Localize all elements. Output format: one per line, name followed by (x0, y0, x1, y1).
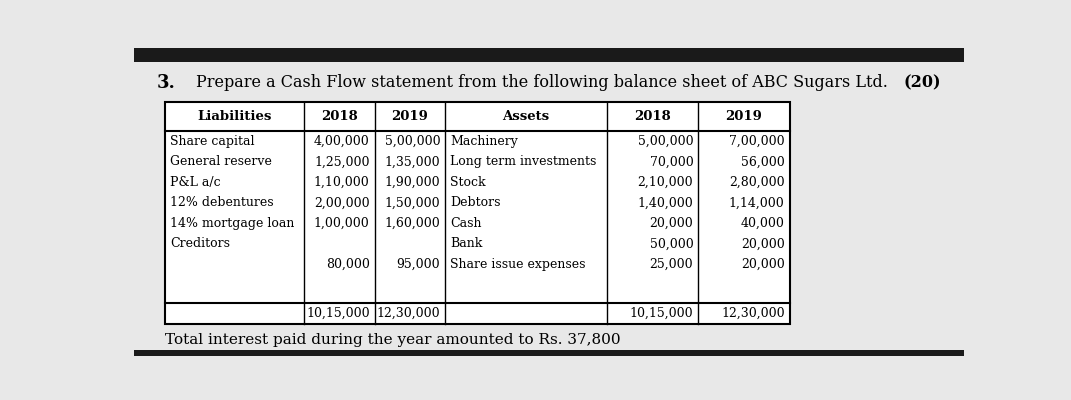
Text: 14% mortgage loan: 14% mortgage loan (170, 217, 295, 230)
Text: 70,000: 70,000 (650, 155, 693, 168)
Text: 10,15,000: 10,15,000 (630, 307, 693, 320)
Text: Cash: Cash (450, 217, 482, 230)
Text: 12,30,000: 12,30,000 (377, 307, 440, 320)
Text: 25,000: 25,000 (650, 258, 693, 271)
Bar (134, 350, 964, 356)
Text: 2,00,000: 2,00,000 (314, 196, 369, 209)
Text: 2,80,000: 2,80,000 (729, 176, 785, 189)
Text: 2018: 2018 (634, 110, 672, 123)
Text: Machinery: Machinery (450, 135, 518, 148)
Text: 56,000: 56,000 (741, 155, 785, 168)
Text: Prepare a Cash Flow statement from the following balance sheet of ABC Sugars Ltd: Prepare a Cash Flow statement from the f… (196, 74, 888, 91)
Text: 12% debentures: 12% debentures (170, 196, 274, 209)
Text: 20,000: 20,000 (650, 217, 693, 230)
Text: 2,10,000: 2,10,000 (637, 176, 693, 189)
Text: (20): (20) (903, 74, 940, 91)
Text: Total interest paid during the year amounted to Rs. 37,800: Total interest paid during the year amou… (165, 333, 621, 347)
Text: Share capital: Share capital (170, 135, 255, 148)
Text: 2019: 2019 (725, 110, 763, 123)
Text: 7,00,000: 7,00,000 (729, 135, 785, 148)
Text: General reserve: General reserve (170, 155, 272, 168)
Text: 1,14,000: 1,14,000 (729, 196, 785, 209)
Text: Long term investments: Long term investments (450, 155, 597, 168)
Text: 10,15,000: 10,15,000 (306, 307, 369, 320)
Text: 1,25,000: 1,25,000 (314, 155, 369, 168)
Text: Stock: Stock (450, 176, 486, 189)
Text: 1,90,000: 1,90,000 (384, 176, 440, 189)
Text: Assets: Assets (502, 110, 549, 123)
Text: 1,10,000: 1,10,000 (314, 176, 369, 189)
Text: Share issue expenses: Share issue expenses (450, 258, 586, 271)
Text: Bank: Bank (450, 237, 483, 250)
Text: 1,40,000: 1,40,000 (637, 196, 693, 209)
Text: 3.: 3. (157, 74, 176, 92)
Text: 2018: 2018 (321, 110, 358, 123)
Bar (134, 48, 964, 62)
Text: Debtors: Debtors (450, 196, 500, 209)
Text: Liabilities: Liabilities (197, 110, 272, 123)
Text: 2019: 2019 (391, 110, 428, 123)
Text: 40,000: 40,000 (741, 217, 785, 230)
Text: 5,00,000: 5,00,000 (384, 135, 440, 148)
Text: 1,35,000: 1,35,000 (384, 155, 440, 168)
Text: 20,000: 20,000 (741, 237, 785, 250)
Text: 80,000: 80,000 (326, 258, 369, 271)
Text: 12,30,000: 12,30,000 (721, 307, 785, 320)
Text: 1,60,000: 1,60,000 (384, 217, 440, 230)
Text: 50,000: 50,000 (650, 237, 693, 250)
Text: 20,000: 20,000 (741, 258, 785, 271)
Text: 4,00,000: 4,00,000 (314, 135, 369, 148)
Text: 1,00,000: 1,00,000 (314, 217, 369, 230)
Text: 5,00,000: 5,00,000 (637, 135, 693, 148)
Text: 95,000: 95,000 (396, 258, 440, 271)
Text: 1,50,000: 1,50,000 (384, 196, 440, 209)
Text: Creditors: Creditors (170, 237, 230, 250)
Text: P&L a/c: P&L a/c (170, 176, 221, 189)
